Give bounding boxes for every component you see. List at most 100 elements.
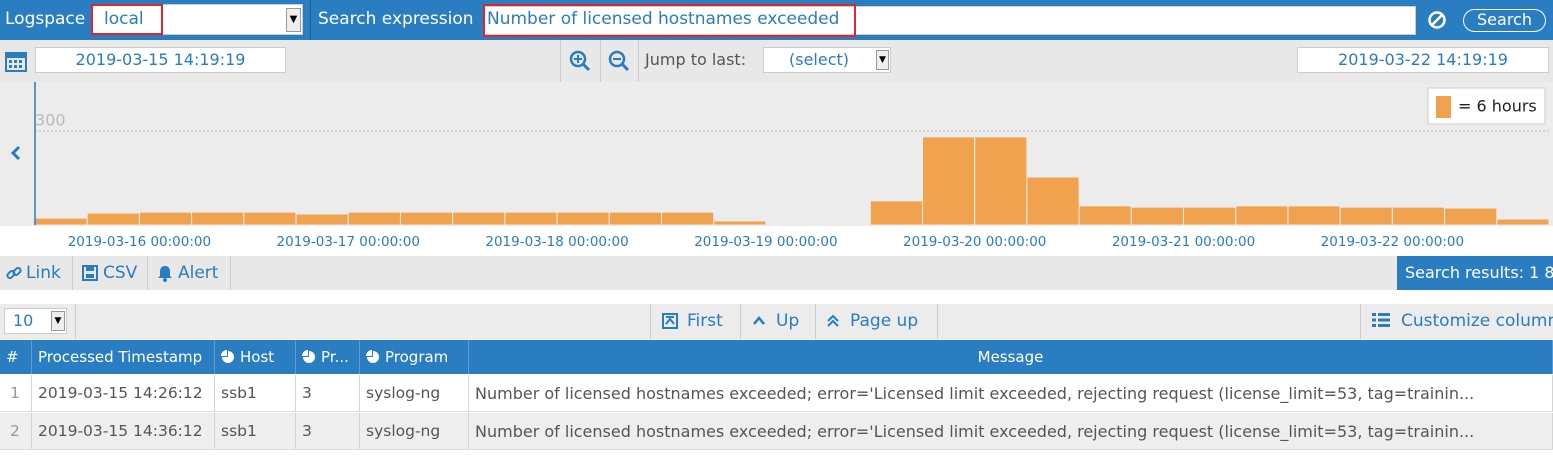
table-cell: 1 <box>0 375 32 411</box>
pie-icon <box>221 350 234 363</box>
pie-icon <box>302 350 315 363</box>
customize-columns[interactable]: Customize columns <box>1401 313 1553 330</box>
table-row[interactable]: 2 2019-03-15 14:36:12 ssb1 3 syslog-ng Number… <box>0 413 1553 450</box>
highlight <box>483 4 856 37</box>
link-icon <box>6 266 22 280</box>
up-icon <box>753 316 765 325</box>
bar <box>1026 176 1080 226</box>
divider <box>650 304 651 339</box>
bar <box>191 211 245 226</box>
search-value: Number of licensed hostnames exceeded <box>487 9 840 29</box>
alert-icon <box>158 266 172 282</box>
table-cell: 2019-03-15 14:26:12 <box>32 375 215 411</box>
pie-icon <box>366 350 379 363</box>
column-label: Message <box>977 348 1044 366</box>
jump-label: Jump to last: <box>645 50 747 69</box>
column-header[interactable]: Message <box>469 340 1553 374</box>
divider <box>310 0 311 40</box>
x-tick-label: 2019-03-20 00:00:00 <box>903 234 1046 250</box>
page-up-icon <box>827 314 839 327</box>
bar <box>1287 205 1341 226</box>
table-cell: syslog-ng <box>360 413 469 449</box>
search-button[interactable]: Search <box>1463 9 1546 32</box>
x-tick-label: 2019-03-22 00:00:00 <box>1321 234 1464 250</box>
table-header: # Processed Timestamp Host Pr... Program Mess… <box>0 340 1553 374</box>
column-header[interactable]: Host <box>215 340 296 374</box>
bar <box>138 211 193 226</box>
divider <box>230 256 231 290</box>
x-tick-label: 2019-03-21 00:00:00 <box>1112 234 1255 250</box>
columns-icon <box>1372 313 1390 327</box>
bar <box>347 211 401 226</box>
column-header[interactable]: # <box>0 340 32 374</box>
jump-select[interactable]: (select) <box>763 47 891 73</box>
calendar-icon[interactable] <box>4 49 28 73</box>
legend-swatch <box>1436 96 1451 118</box>
bar <box>713 220 767 226</box>
table-cell: Number of licensed hostnames exceeded; e… <box>469 375 1553 411</box>
column-label: Processed Timestamp <box>38 348 203 366</box>
scroll-left[interactable] <box>10 145 21 161</box>
x-tick-label: 2019-03-17 00:00:00 <box>277 234 420 250</box>
table-cell: 3 <box>296 375 360 411</box>
x-tick-label: 2019-03-18 00:00:00 <box>485 234 628 250</box>
zoom-in[interactable] <box>568 49 592 73</box>
bar <box>86 212 140 226</box>
search-results: Search results: 1 8 <box>1397 256 1553 290</box>
bar <box>1391 206 1446 226</box>
divider <box>147 256 148 290</box>
column-header[interactable]: Processed Timestamp <box>32 340 215 374</box>
csv-button[interactable]: CSV <box>103 263 138 283</box>
end-date[interactable]: 2019-03-22 14:19:19 <box>1297 47 1549 73</box>
bar <box>1339 206 1393 226</box>
bar <box>1444 207 1498 226</box>
divider <box>937 304 938 339</box>
y-tick-label: 300 <box>35 110 66 129</box>
table-cell: 2019-03-15 14:36:12 <box>32 413 215 449</box>
divider <box>740 304 741 339</box>
table-cell: 3 <box>296 413 360 449</box>
dropdown-arrow[interactable]: ▼ <box>286 8 301 32</box>
csv-icon <box>82 265 98 281</box>
divider <box>638 40 639 82</box>
column-header[interactable]: Program <box>360 340 469 374</box>
start-date[interactable]: 2019-03-15 14:19:19 <box>35 47 286 73</box>
table-cell: ssb1 <box>215 375 296 411</box>
bar <box>452 211 506 226</box>
first-button[interactable]: First <box>687 311 723 331</box>
zoom-out[interactable] <box>607 49 631 73</box>
bar <box>1078 205 1132 226</box>
divider <box>815 304 816 339</box>
logspace-select[interactable] <box>91 4 303 35</box>
table-row[interactable]: 1 2019-03-15 14:26:12 ssb1 3 syslog-ng Number… <box>0 375 1553 412</box>
toolbar <box>0 256 1553 290</box>
alert-button[interactable]: Alert <box>178 263 219 283</box>
highlight <box>91 4 163 35</box>
clear-icon[interactable] <box>1427 10 1447 30</box>
bar <box>974 136 1028 226</box>
table-cell: Number of licensed hostnames exceeded; e… <box>469 413 1553 449</box>
table-cell: ssb1 <box>215 413 296 449</box>
search-input[interactable] <box>483 6 1416 35</box>
bar <box>504 211 558 226</box>
link-button[interactable]: Link <box>26 263 61 283</box>
up-button[interactable]: Up <box>776 311 800 331</box>
page-up-button[interactable]: Page up <box>850 311 919 331</box>
logspace-value: local <box>104 9 144 29</box>
column-header[interactable]: Pr... <box>296 340 360 374</box>
dropdown-arrow[interactable]: ▼ <box>51 311 65 331</box>
divider <box>1360 304 1361 339</box>
chart-background <box>0 82 1553 226</box>
divider <box>560 40 561 82</box>
divider <box>72 256 73 290</box>
bar <box>1496 218 1550 226</box>
bar <box>1235 205 1289 226</box>
bar <box>922 136 976 226</box>
dropdown-arrow[interactable]: ▼ <box>876 50 889 70</box>
bar <box>295 213 349 226</box>
table-cell: 2 <box>0 413 32 449</box>
x-tick-label: 2019-03-16 00:00:00 <box>68 234 211 250</box>
bar <box>556 211 610 226</box>
